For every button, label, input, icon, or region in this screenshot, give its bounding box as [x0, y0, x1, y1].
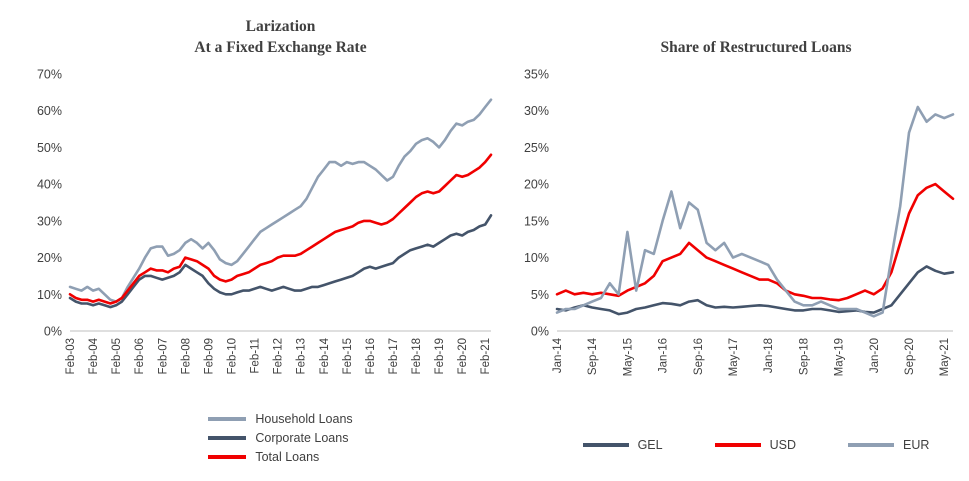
x-axis-tick-label: Feb-13 [296, 338, 308, 374]
x-axis-tick-label: Feb-03 [65, 338, 77, 374]
household-loans-line [68, 98, 493, 303]
x-axis-tick-label: Jan-18 [763, 338, 775, 373]
x-axis-tick-label: Feb-10 [226, 338, 238, 374]
restructured-loans-chart-plot: 0% 5% 10% 15% 20% 25% 30% 35% Jan-14 Sep-14 May-15… [505, 58, 969, 408]
y-axis-tick-label: 0% [44, 325, 62, 339]
legend-item-total-loans: Total Loans [208, 450, 319, 464]
x-axis-tick-label: May-21 [939, 338, 951, 376]
restructured-loans-chart-panel: Share of Restructured Loans 0% 5% 10% 15% 20… [505, 0, 969, 481]
x-axis-tick-label: May-19 [834, 338, 846, 376]
x-axis-tick-label: Jan-20 [869, 338, 881, 373]
left-chart-title-line2: At a Fixed Exchange Rate [194, 39, 367, 56]
x-axis-tick-label: Sep-18 [798, 338, 810, 375]
x-axis-tick-label: May-17 [728, 338, 740, 376]
y-axis-tick-label: 15% [524, 214, 549, 228]
x-axis-tick-label: Feb-21 [480, 338, 492, 374]
legend-column: Household Loans Corporate Loans Total Lo… [208, 412, 353, 464]
y-axis-tick-label: 40% [37, 178, 62, 192]
x-axis-tick-label: Feb-20 [457, 338, 469, 374]
x-axis-tick-label: Feb-19 [434, 338, 446, 374]
total-loans-swatch [208, 455, 247, 459]
corporate-loans-swatch [208, 436, 247, 440]
y-axis-tick-label: 10% [524, 251, 549, 265]
x-axis-tick-label: Feb-07 [157, 338, 169, 374]
y-axis-tick-label: 20% [37, 251, 62, 265]
x-axis-tick-label: Feb-12 [273, 338, 285, 374]
x-axis-tick-label: Feb-17 [388, 338, 400, 374]
y-axis-tick-label: 60% [37, 104, 62, 118]
x-axis-tick-label: Feb-09 [203, 338, 215, 374]
x-axis-tick-label: Feb-18 [411, 338, 423, 374]
y-axis-tick-label: 30% [524, 104, 549, 118]
x-axis-tick-label: Jan-16 [658, 338, 670, 373]
left-chart-title: Larization At a Fixed Exchange Rate [70, 14, 491, 58]
y-axis-tick-label: 10% [37, 288, 62, 302]
legend-item-usd: USD [714, 438, 796, 452]
y-axis-tick-label: 0% [531, 325, 549, 339]
chart-canvas-0: 0% 10% 20% 30% 40% 50% 60% 70% Feb-03 Feb-04 Feb-0… [37, 68, 493, 374]
left-chart-legend: Household Loans Corporate Loans Total Lo… [70, 408, 491, 464]
y-axis-tick-label: 5% [531, 288, 549, 302]
larization-chart-plot: 0% 10% 20% 30% 40% 50% 60% 70% Feb-03 Feb-04 Feb-0… [0, 58, 505, 408]
x-axis-tick-label: Feb-16 [365, 338, 377, 374]
legend-item-household-loans: Household Loans [208, 412, 353, 426]
x-axis-tick-label: Feb-08 [180, 338, 192, 374]
usd-label: USD [769, 438, 796, 452]
gel-swatch [582, 443, 629, 447]
right-chart-title: Share of Restructured Loans [557, 14, 955, 58]
legend-item-gel: GEL [582, 438, 663, 452]
x-axis-tick-label: Sep-14 [587, 337, 599, 375]
y-axis-tick-label: 50% [37, 141, 62, 155]
y-axis-tick-label: 30% [37, 214, 62, 228]
x-axis-tick-label: Feb-05 [111, 338, 123, 374]
legend-item-corporate-loans: Corporate Loans [208, 431, 348, 445]
x-axis-tick-label: Feb-06 [134, 338, 146, 374]
x-axis-tick-label: May-15 [622, 338, 634, 376]
y-axis-tick-label: 70% [37, 68, 62, 82]
legend-item-eur: EUR [848, 438, 929, 452]
y-axis-tick-label: 25% [524, 141, 549, 155]
gel-line [555, 265, 955, 316]
left-chart-title-line1: Larization [245, 18, 316, 35]
household-loans-label: Household Loans [255, 412, 353, 426]
right-chart-title-line1: Share of Restructured Loans [660, 39, 852, 56]
household-loans-swatch [208, 417, 247, 421]
eur-swatch [848, 443, 894, 447]
x-axis-tick-label: Feb-14 [319, 337, 331, 374]
corporate-loans-label: Corporate Loans [255, 431, 349, 445]
corporate-loans-line [68, 214, 493, 309]
y-axis-tick-label: 35% [524, 68, 549, 82]
eur-label: EUR [903, 438, 930, 452]
usd-swatch [714, 443, 761, 447]
x-axis-tick-label: Sep-16 [693, 338, 705, 375]
chart-canvas-1: 0% 5% 10% 15% 20% 25% 30% 35% Jan-14 Sep-14 May-15… [524, 68, 955, 376]
total-loans-line [68, 153, 493, 305]
x-axis-tick-label: Feb-11 [250, 338, 262, 374]
x-axis-tick-label: Feb-15 [342, 338, 354, 374]
x-axis-tick-label: Sep-20 [904, 338, 916, 375]
gel-label: GEL [637, 438, 663, 452]
right-chart-legend: GEL USD EUR [557, 408, 955, 452]
total-loans-label: Total Loans [255, 450, 320, 464]
y-axis-tick-label: 20% [524, 178, 549, 192]
x-axis-tick-label: Jan-14 [552, 337, 564, 373]
eur-line [555, 105, 955, 318]
x-axis-tick-label: Feb-04 [88, 337, 100, 374]
larization-chart-panel: Larization At a Fixed Exchange Rate 0% 10… [0, 14, 505, 464]
